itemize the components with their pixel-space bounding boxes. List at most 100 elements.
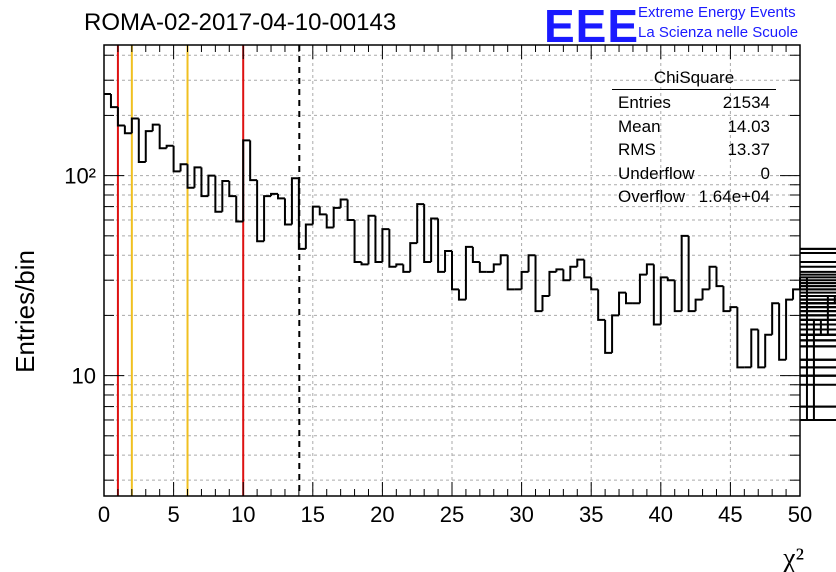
histogram-bin: [750, 328, 759, 368]
chart-title: ROMA-02-2017-04-10-00143: [84, 9, 397, 36]
x-tick-label: 15: [301, 502, 325, 527]
histogram-bin: [123, 125, 132, 135]
histogram-bin: [416, 203, 425, 244]
histogram-bin: [451, 250, 459, 291]
histogram-bin: [200, 167, 209, 198]
histogram-bin: [736, 307, 745, 369]
histogram-bin: [478, 261, 487, 273]
histogram-bin: [492, 263, 501, 272]
histogram-bin: [722, 286, 731, 313]
histogram-bin: [297, 178, 306, 250]
histogram-bin: [409, 242, 418, 272]
x-tick-label: 40: [649, 502, 673, 527]
stats-value: 21534: [722, 93, 770, 112]
histogram-bin: [388, 229, 397, 268]
histogram-bin: [186, 164, 195, 189]
histogram-bin: [270, 192, 278, 197]
histogram-bin: [715, 266, 724, 288]
histogram-bin: [304, 223, 313, 249]
histogram-bin: [165, 144, 174, 149]
y-axis-label: Entries/bin: [10, 250, 40, 373]
stats-value: 14.03: [727, 116, 770, 136]
histogram-bin: [283, 198, 292, 226]
histogram-bin: [402, 264, 411, 273]
histogram-bin: [318, 206, 327, 216]
x-tick-label: 5: [167, 502, 179, 527]
histogram-bin: [249, 140, 258, 182]
histogram-bin: [116, 107, 125, 127]
histogram-bin: [527, 254, 536, 272]
x-tick-label: 0: [98, 502, 110, 527]
histogram-bin: [800, 247, 836, 250]
histogram-bin: [800, 374, 836, 377]
histogram-bin: [290, 177, 299, 225]
histogram-bin: [144, 130, 153, 162]
x-tick-label: 45: [718, 502, 742, 527]
histogram-bin: [555, 268, 564, 272]
histogram-bin: [800, 314, 836, 317]
histogram-bin: [800, 247, 836, 250]
histogram-bin: [800, 319, 822, 336]
histogram-bin: [339, 198, 348, 208]
histogram-bin: [207, 174, 216, 197]
histogram-bin: [137, 118, 146, 163]
histogram-bin: [534, 255, 543, 313]
histogram-bin: [151, 123, 160, 132]
histogram-bin: [499, 254, 508, 265]
histogram-bin: [800, 265, 836, 268]
histogram-bin: [457, 289, 466, 301]
y-tick-label: 10: [72, 364, 96, 389]
histogram-bin: [729, 306, 738, 312]
histogram-bin: [800, 374, 836, 377]
stats-row-underflow: Underflow 0: [612, 162, 776, 186]
histogram-bin: [256, 180, 265, 243]
x-tick-label: 50: [788, 502, 812, 527]
histogram-bin: [214, 175, 223, 213]
stats-value: 0: [760, 163, 770, 183]
histogram-bin: [332, 206, 341, 228]
histogram-bin: [311, 205, 320, 225]
histogram-bin: [694, 298, 703, 312]
y-tick-label: 10²: [64, 164, 96, 189]
histogram-bin: [652, 264, 661, 326]
histogram-bin: [680, 234, 689, 312]
histogram-bin: [792, 288, 800, 300]
logo-line-2: La Scienza nelle Scuole: [638, 24, 799, 41]
histogram-bin: [778, 303, 787, 361]
histogram-bin: [569, 265, 578, 281]
histogram-bin: [562, 269, 571, 282]
histogram-bin: [172, 145, 181, 173]
stats-row-mean: Mean 14.03: [612, 115, 776, 139]
x-tick-label: 10: [231, 502, 255, 527]
histogram-bin: [437, 218, 446, 273]
histogram-bin: [708, 265, 717, 290]
stats-label: Mean: [618, 116, 661, 136]
histogram-bin: [611, 314, 620, 353]
stats-value: 1.64e+04: [698, 187, 770, 206]
histogram-series: [104, 92, 836, 421]
histogram-bin: [597, 289, 606, 321]
histogram-bin: [193, 166, 202, 188]
histogram-bin: [800, 328, 836, 331]
histogram-bin: [277, 193, 285, 200]
x-tick-label: 30: [509, 502, 533, 527]
histogram-bin: [800, 295, 836, 298]
logo-line-1: Extreme Energy Events: [638, 4, 796, 21]
histogram-bin: [590, 277, 599, 291]
stats-label: Entries: [618, 93, 671, 112]
x-tick-label: 20: [370, 502, 394, 527]
marker-lines: [116, 45, 301, 496]
histogram-bin: [228, 181, 237, 198]
histogram-bin: [541, 295, 550, 312]
histogram-bin: [109, 93, 118, 109]
histogram-bin: [423, 204, 432, 263]
histogram-bin: [701, 288, 710, 300]
eee-logo: EEE: [544, 0, 640, 52]
x-axis-label: χ²: [782, 543, 804, 572]
histogram-bin: [625, 292, 633, 305]
histogram-bin: [235, 196, 244, 223]
axis-ticks: 0 5 10 15 20 25 30 35 40 45 50 10 10²: [64, 45, 812, 527]
histogram-bin: [130, 117, 139, 134]
stats-title: ChiSquare: [612, 68, 776, 90]
